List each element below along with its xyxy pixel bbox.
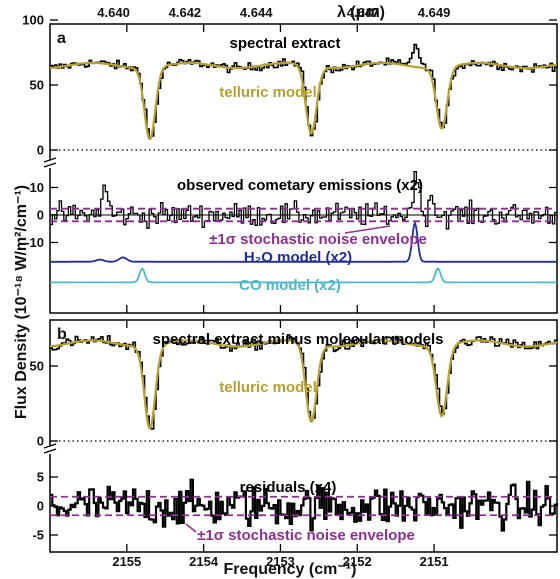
label-co-model: CO model (x2) (239, 277, 341, 294)
panel-b-residual-spectrum (50, 478, 559, 532)
panel-a-top-y-tick-label: 0 (37, 143, 44, 158)
panel-a-mid-y-tick-label: -10 (25, 235, 44, 250)
noise-arrow-b (185, 523, 197, 533)
label-telluric-model-a: telluric model (219, 84, 317, 101)
panel-a-top-y-tick-label: 50 (30, 78, 44, 93)
label-noise-envelope-b: ±1σ stochastic noise envelope (197, 527, 415, 544)
x-tick-label: 2154 (189, 554, 219, 569)
label-residuals: residuals (x4) (240, 479, 337, 496)
curves-layer (49, 43, 559, 532)
panel-a-spectrum (50, 43, 558, 139)
x-tick-label: 2151 (420, 554, 449, 569)
noise-arrow-a (344, 225, 391, 234)
co-model-curve (50, 267, 557, 284)
label-telluric-model-b: telluric model (219, 379, 317, 396)
label-cometary-emissions: observed cometary emissions (x2) (177, 177, 423, 194)
panel-b-telluric-model (49, 339, 558, 430)
panel-a-mid-y-tick-label: 0 (37, 208, 44, 223)
panel-a-telluric-model (50, 61, 558, 141)
panel-b-bottom-y-tick-label: 5 (37, 470, 44, 485)
top-tick-label: 4.640 (97, 5, 130, 20)
top-tick-label: 4.644 (240, 5, 273, 20)
label-extract-minus-models: spectral extract minus molecular models (153, 331, 444, 348)
top-axis-title: λ (μm) (337, 4, 385, 21)
axis-break-a (43, 157, 58, 168)
x-tick-label: 2155 (112, 554, 141, 569)
h2o-model-curve (50, 220, 557, 263)
x-tick-label: 2152 (343, 554, 372, 569)
axis-break-b (43, 443, 58, 454)
top-tick-label: 4.647 (347, 5, 380, 20)
panel-b-bottom-y-tick-label: 0 (37, 499, 44, 514)
y-axis-title: Flux Density (10⁻¹⁸ W/m²/cm⁻¹) (13, 185, 30, 419)
label-spectral-extract: spectral extract (230, 35, 341, 52)
top-tick-label: 4.642 (169, 5, 202, 20)
panel-b-top-y-tick-label: 50 (30, 359, 44, 374)
panel-a-mid-y-tick-label: 10 (30, 180, 44, 195)
panel-letter-b: b (57, 326, 67, 343)
panel-a-top-y-tick-label: 100 (22, 13, 44, 28)
panel-b-bottom-y-tick-label: -5 (32, 528, 44, 543)
x-axis-title: Frequency (cm⁻¹) (224, 561, 357, 578)
label-h2o-model: H₂O model (x2) (244, 249, 352, 266)
x-tick-label: 2153 (266, 554, 295, 569)
panel-b-frame (49, 319, 558, 553)
panel-letter-a: a (57, 30, 66, 47)
label-noise-envelope-a: ±1σ stochastic noise envelope (209, 231, 427, 248)
top-tick-label: 4.649 (418, 5, 451, 20)
panel-b-top-y-tick-label: 0 (37, 434, 44, 449)
panel-a-frame (49, 23, 558, 314)
